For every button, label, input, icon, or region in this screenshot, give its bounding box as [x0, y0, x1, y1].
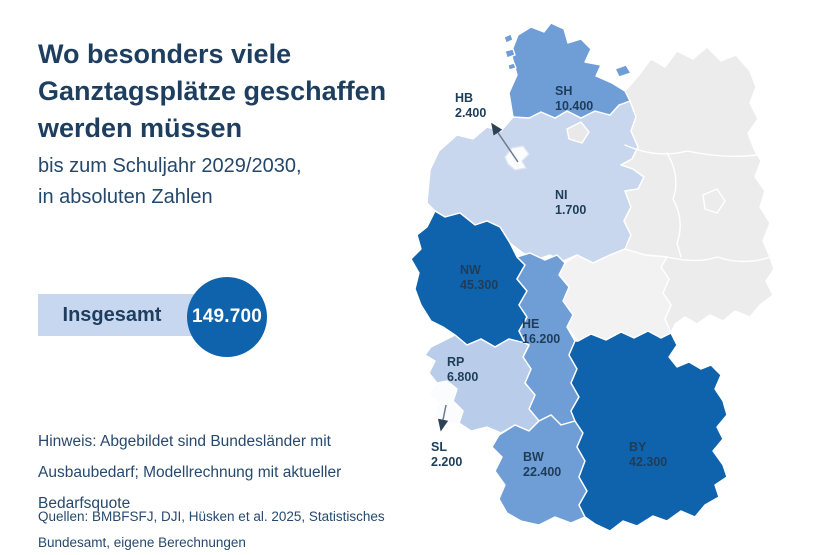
total-badge: Insgesamt 149.700 — [38, 277, 268, 374]
state-code: SH — [555, 84, 573, 98]
page-subtitle: bis zum Schuljahr 2029/2030, in absolute… — [38, 151, 302, 213]
sources-line: Bundesamt, eigene Berechnungen — [38, 535, 246, 550]
state-value: 45.300 — [460, 278, 499, 292]
state-code: BW — [523, 450, 544, 464]
border-MV-BB — [624, 144, 758, 158]
state-value: 16.200 — [522, 332, 561, 346]
map-label-SL: SL 2.200 — [431, 440, 462, 470]
state-TH — [558, 248, 672, 342]
title-line: Ganztagsplätze geschaffen — [38, 76, 387, 106]
state-value: 2.200 — [431, 455, 463, 469]
footnote-line: Ausbaubedarf; Modellrechnung mit aktuell… — [38, 464, 342, 481]
border-SN-north — [666, 256, 771, 263]
state-code: BY — [629, 440, 647, 454]
state-code: HB — [455, 91, 474, 105]
title-line: werden müssen — [38, 113, 243, 143]
page-title: Wo besonders viele Ganztagsplätze gescha… — [38, 36, 386, 147]
map-label-NI: NI 1.700 — [555, 188, 586, 218]
state-BE — [702, 188, 726, 214]
map-label-BY: BY 42.300 — [629, 440, 667, 470]
island-nordfriesland-3 — [507, 62, 517, 71]
footnote: Hinweis: Abgebildet sind Bundesländer mi… — [38, 426, 341, 519]
state-value: 1.700 — [555, 203, 587, 217]
sources: Quellen: BMBFSFJ, DJI, Hüsken et al. 202… — [38, 504, 385, 555]
state-value: 6.800 — [447, 370, 479, 384]
map-label-SH: SH 10.400 — [555, 84, 593, 114]
state-HH — [566, 121, 590, 144]
map-label-BW: BW 22.400 — [523, 450, 561, 480]
island-nordfriesland-2 — [504, 48, 516, 59]
title-line: Wo besonders viele — [38, 39, 292, 69]
subtitle-line: in absoluten Zahlen — [38, 186, 213, 208]
state-BY — [568, 330, 728, 532]
state-code: HE — [522, 317, 540, 331]
state-value: 10.400 — [555, 99, 594, 113]
total-label: Insgesamt — [62, 303, 162, 326]
state-code: RP — [447, 355, 465, 369]
footnote-line: Bedarfsquote — [38, 495, 131, 512]
total-value-circle: 149.700 — [187, 277, 267, 357]
map-svg — [410, 22, 775, 532]
footnote-line: Hinweis: Abgebildet sind Bundesländer mi… — [38, 433, 331, 450]
state-code: NW — [460, 263, 481, 277]
border-ST-BB — [666, 152, 682, 258]
total-value: 149.700 — [191, 306, 263, 327]
leader-arrow-HB — [491, 122, 519, 163]
state-SH — [508, 22, 631, 119]
subtitle-line: bis zum Schuljahr 2029/2030, — [38, 155, 302, 177]
state-value: 2.400 — [455, 106, 487, 120]
leader-arrow-SL — [437, 404, 449, 432]
germany-choropleth-map: HB 2.400 SH 10.400 NI 1.700 NW 45.300 HE… — [405, 5, 825, 550]
state-value: 42.300 — [629, 455, 668, 469]
map-label-HB: HB 2.400 — [455, 91, 486, 121]
map-label-HE: HE 16.200 — [522, 317, 560, 347]
map-label-NW: NW 45.300 — [460, 263, 498, 293]
state-code: NI — [555, 188, 568, 202]
state-SL — [428, 380, 464, 426]
island-fehmarn — [614, 64, 632, 78]
sources-line: Quellen: BMBFSFJ, DJI, Hüsken et al. 202… — [38, 509, 385, 524]
map-label-RP: RP 6.800 — [447, 355, 478, 385]
state-value: 22.400 — [523, 465, 562, 479]
island-nordfriesland-1 — [503, 33, 514, 44]
state-code: SL — [431, 440, 447, 454]
